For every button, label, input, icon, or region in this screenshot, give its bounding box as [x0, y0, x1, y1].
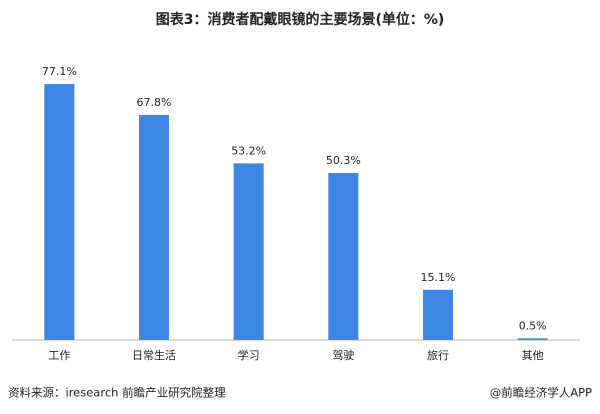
value-label: 53.2% — [231, 144, 266, 157]
x-tick-label: 其他 — [522, 349, 544, 362]
chart-title: 图表3：消费者配戴眼镜的主要场景(单位：%) — [156, 11, 445, 28]
bar — [139, 114, 169, 340]
bar — [44, 84, 75, 340]
bar — [517, 338, 548, 340]
x-tick-label: 日常生活 — [132, 348, 176, 362]
value-label: 0.5% — [519, 319, 547, 332]
bar — [233, 163, 264, 340]
value-label: 77.1% — [42, 65, 77, 78]
bar — [423, 289, 453, 340]
source: 资料来源：iresearch 前瞻产业研究院整理 — [8, 386, 226, 400]
value-label: 50.3% — [326, 154, 361, 167]
x-tick-label: 旅行 — [427, 348, 449, 362]
x-tick-label: 驾驶 — [332, 348, 354, 362]
credit: @前瞻经济学人APP — [490, 386, 592, 400]
value-label: 67.8% — [137, 96, 172, 109]
x-tick-label: 学习 — [238, 348, 260, 362]
x-tick-label: 工作 — [48, 349, 70, 362]
value-label: 15.1% — [421, 271, 456, 284]
bar — [328, 172, 359, 340]
